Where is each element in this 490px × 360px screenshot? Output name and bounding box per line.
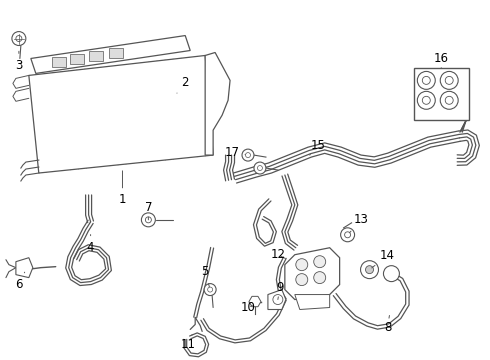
Text: 10: 10	[241, 301, 255, 314]
Polygon shape	[285, 248, 340, 300]
Text: 3: 3	[15, 51, 23, 72]
Circle shape	[366, 266, 373, 274]
Circle shape	[417, 71, 435, 89]
Text: 2: 2	[177, 76, 189, 93]
Polygon shape	[295, 294, 330, 310]
Circle shape	[12, 32, 26, 45]
Text: 17: 17	[224, 145, 245, 159]
Circle shape	[341, 228, 355, 242]
Circle shape	[417, 91, 435, 109]
Polygon shape	[51, 57, 66, 67]
Circle shape	[142, 213, 155, 227]
Text: 14: 14	[372, 249, 395, 268]
Text: 16: 16	[434, 52, 449, 68]
Text: 9: 9	[276, 281, 284, 300]
Text: 7: 7	[145, 201, 152, 220]
Text: 6: 6	[15, 272, 24, 291]
Text: 12: 12	[270, 248, 285, 261]
Text: 15: 15	[310, 139, 325, 155]
Circle shape	[314, 256, 326, 268]
Circle shape	[242, 149, 254, 161]
Circle shape	[204, 284, 216, 296]
Circle shape	[314, 272, 326, 284]
Circle shape	[384, 266, 399, 282]
Circle shape	[440, 71, 458, 89]
Circle shape	[296, 259, 308, 271]
Bar	[415, 68, 469, 120]
Text: 13: 13	[349, 213, 369, 233]
Polygon shape	[109, 48, 122, 58]
Polygon shape	[89, 51, 102, 61]
Polygon shape	[205, 53, 230, 155]
Polygon shape	[31, 36, 190, 73]
Text: 1: 1	[119, 171, 126, 206]
Text: 11: 11	[181, 334, 196, 351]
Circle shape	[296, 274, 308, 285]
Text: 8: 8	[384, 315, 391, 334]
Circle shape	[254, 162, 266, 174]
Polygon shape	[70, 54, 84, 64]
Text: 4: 4	[87, 235, 95, 254]
Circle shape	[440, 91, 458, 109]
Polygon shape	[16, 258, 33, 278]
Polygon shape	[29, 55, 213, 173]
Polygon shape	[249, 296, 261, 307]
Circle shape	[361, 261, 378, 279]
Text: 5: 5	[201, 265, 209, 287]
Polygon shape	[268, 289, 286, 310]
